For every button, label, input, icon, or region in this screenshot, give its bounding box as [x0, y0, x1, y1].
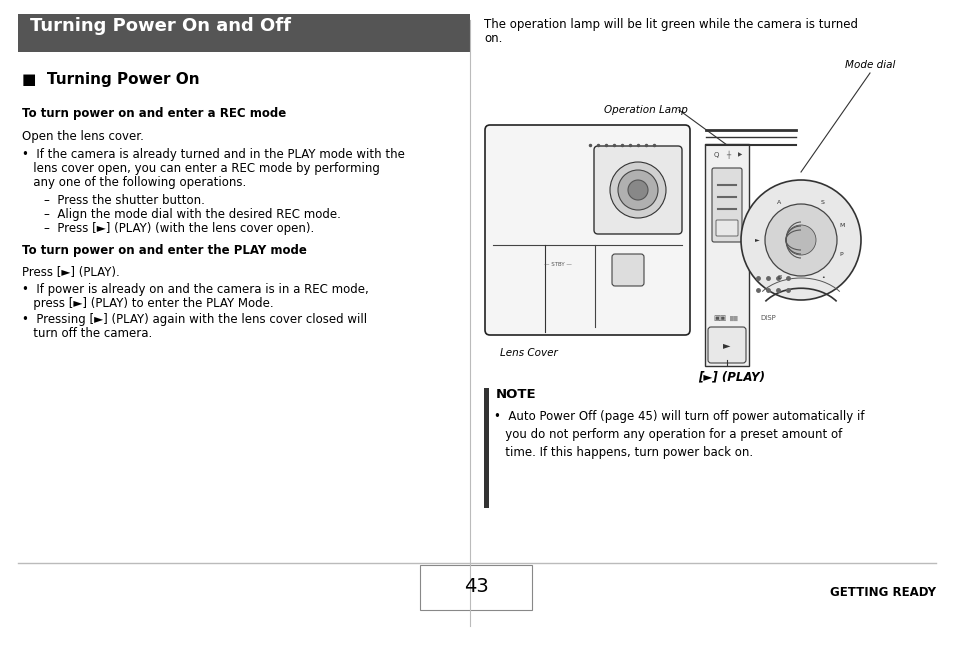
FancyBboxPatch shape — [711, 168, 741, 242]
FancyBboxPatch shape — [484, 125, 689, 335]
FancyBboxPatch shape — [612, 254, 643, 286]
Text: ►: ► — [755, 238, 760, 242]
Circle shape — [785, 225, 815, 255]
Text: ▣▣: ▣▣ — [712, 315, 725, 321]
Text: ██: ██ — [729, 315, 737, 320]
FancyBboxPatch shape — [419, 565, 532, 610]
Circle shape — [627, 180, 647, 200]
Text: A: A — [777, 200, 781, 205]
Text: NOTE: NOTE — [496, 388, 536, 401]
Text: turn off the camera.: turn off the camera. — [22, 327, 152, 340]
Text: The operation lamp will be lit green while the camera is turned: The operation lamp will be lit green whi… — [483, 18, 857, 31]
FancyBboxPatch shape — [707, 327, 745, 363]
Text: press [►] (PLAY) to enter the PLAY Mode.: press [►] (PLAY) to enter the PLAY Mode. — [22, 297, 274, 310]
Text: [►] (PLAY): [►] (PLAY) — [698, 370, 764, 383]
Text: To turn power on and enter the PLAY mode: To turn power on and enter the PLAY mode — [22, 244, 307, 257]
Text: S: S — [820, 200, 823, 205]
Bar — [483, 388, 489, 508]
FancyBboxPatch shape — [594, 146, 681, 234]
Text: Open the lens cover.: Open the lens cover. — [22, 130, 144, 143]
Circle shape — [618, 170, 658, 210]
Text: •: • — [820, 275, 823, 280]
Text: –  Press [►] (PLAY) (with the lens cover open).: – Press [►] (PLAY) (with the lens cover … — [44, 222, 314, 235]
FancyBboxPatch shape — [704, 144, 748, 366]
Text: ▶: ▶ — [737, 152, 741, 158]
Text: •  Pressing [►] (PLAY) again with the lens cover closed will: • Pressing [►] (PLAY) again with the len… — [22, 313, 367, 326]
Text: Lens Cover: Lens Cover — [499, 348, 558, 358]
Text: on.: on. — [483, 32, 502, 45]
Text: •  If power is already on and the camera is in a REC mode,: • If power is already on and the camera … — [22, 283, 369, 296]
Bar — [18, 14, 470, 52]
Text: B: B — [777, 275, 781, 280]
Text: GETTING READY: GETTING READY — [829, 585, 935, 598]
Text: –  Align the mode dial with the desired REC mode.: – Align the mode dial with the desired R… — [44, 208, 340, 221]
Text: DISP: DISP — [760, 315, 775, 321]
Text: P: P — [839, 253, 842, 257]
Text: — STBY —: — STBY — — [543, 262, 572, 267]
Circle shape — [609, 162, 665, 218]
Text: To turn power on and enter a REC mode: To turn power on and enter a REC mode — [22, 107, 286, 120]
FancyBboxPatch shape — [716, 220, 738, 236]
Text: M: M — [838, 223, 843, 228]
Text: 43: 43 — [463, 578, 488, 596]
Text: lens cover open, you can enter a REC mode by performing: lens cover open, you can enter a REC mod… — [22, 162, 379, 175]
Text: Mode dial: Mode dial — [844, 60, 894, 70]
Circle shape — [740, 180, 861, 300]
Text: Q: Q — [713, 152, 718, 158]
Text: •  If the camera is already turned and in the PLAY mode with the: • If the camera is already turned and in… — [22, 148, 404, 161]
Text: –  Press the shutter button.: – Press the shutter button. — [44, 194, 205, 207]
Text: Press [►] (PLAY).: Press [►] (PLAY). — [22, 266, 120, 279]
Text: Operation Lamp: Operation Lamp — [603, 105, 687, 115]
Text: ►: ► — [722, 340, 730, 350]
Text: ■  Turning Power On: ■ Turning Power On — [22, 72, 199, 87]
Text: Turning Power On and Off: Turning Power On and Off — [30, 17, 291, 35]
Text: ┼: ┼ — [725, 151, 729, 159]
Text: any one of the following operations.: any one of the following operations. — [22, 176, 246, 189]
Circle shape — [764, 204, 836, 276]
Text: •  Auto Power Off (page 45) will turn off power automatically if
   you do not p: • Auto Power Off (page 45) will turn off… — [494, 410, 863, 459]
